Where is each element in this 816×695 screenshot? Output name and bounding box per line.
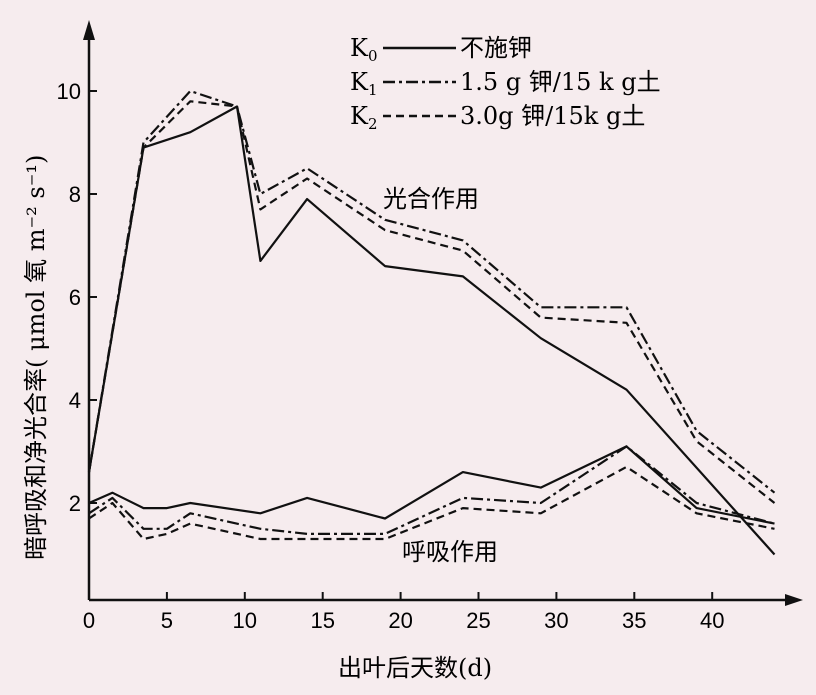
- axes: 0 5 10 15 20 25 30 35 40 2 4 6 8 10: [57, 20, 803, 633]
- legend-k1-label: 1.5 g 钾/15 k g土: [460, 68, 661, 96]
- x-axis-label: 出叶后天数(d): [338, 654, 492, 682]
- y-axis-arrow: [83, 20, 95, 40]
- annotation-respiration: 呼吸作用: [402, 538, 498, 566]
- y-tick-label: 10: [57, 79, 81, 104]
- legend-k2-key: K2: [350, 102, 377, 133]
- series-line-2: [87, 100, 776, 504]
- legend-k0-label: 不施钾: [460, 34, 532, 62]
- series-line-0: [87, 105, 776, 556]
- y-tick-label: 4: [69, 388, 81, 413]
- series-lines: [87, 89, 776, 556]
- legend: K0 不施钾 K1 1.5 g 钾/15 k g土 K2 3.0g 钾/15k …: [350, 34, 661, 133]
- x-tick-label: 5: [161, 608, 173, 633]
- legend-k1-key: K1: [350, 68, 377, 99]
- x-tick-label: 30: [544, 608, 568, 633]
- x-tick-label: 40: [700, 608, 724, 633]
- x-tick-label: 35: [622, 608, 646, 633]
- y-axis-label: 暗呼吸和净光合率( μmol 氧 m⁻² s⁻¹): [22, 155, 50, 560]
- y-tick-label: 6: [69, 285, 81, 310]
- x-tick-label: 0: [83, 608, 95, 633]
- x-axis-arrow: [785, 594, 803, 606]
- x-tick-label: 20: [388, 608, 412, 633]
- y-tick-label: 8: [69, 182, 81, 207]
- series-line-4: [88, 445, 775, 536]
- annotation-photosynthesis: 光合作用: [383, 185, 479, 213]
- x-tick-label: 10: [233, 608, 257, 633]
- y-tick-label: 2: [69, 491, 81, 516]
- legend-k0-key: K0: [350, 34, 377, 65]
- legend-k2-label: 3.0g 钾/15k g土: [460, 102, 645, 130]
- x-tick-label: 25: [466, 608, 490, 633]
- x-tick-label: 15: [310, 608, 334, 633]
- series-line-1: [87, 89, 776, 494]
